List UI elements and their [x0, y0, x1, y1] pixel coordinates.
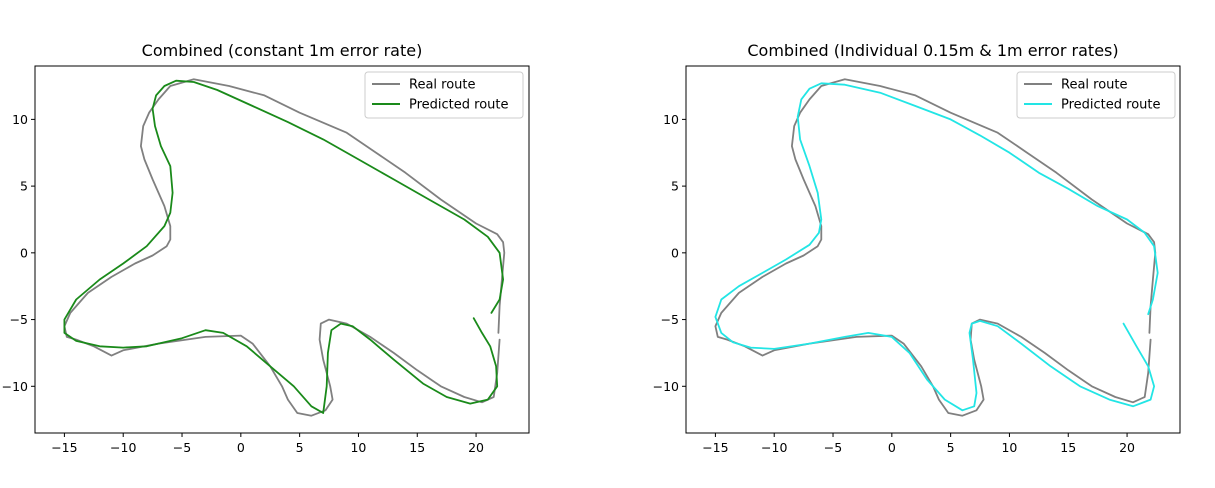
y-axis: −10 −5 0 5 10: [2, 112, 35, 394]
x-tick-label: 5: [947, 440, 955, 455]
x-tick-label: −15: [51, 440, 77, 455]
legend-box: [1016, 71, 1176, 119]
series-lines: [714, 78, 1159, 417]
y-tick-label: −10: [2, 379, 28, 394]
legend-label-real-route: Real route: [409, 78, 476, 93]
series-line-real-route: [63, 78, 506, 417]
y-tick-label: −5: [661, 312, 679, 327]
x-tick-label: 20: [468, 440, 484, 455]
series-line-predicted-route: [714, 82, 1159, 412]
y-tick-label: 0: [671, 245, 679, 260]
y-tick-label: 5: [20, 179, 28, 194]
x-tick-label: 5: [296, 440, 304, 455]
legend: Real route Predicted route: [364, 71, 524, 119]
x-tick-label: −15: [702, 440, 728, 455]
chart-title: Combined (constant 1m error rate): [142, 41, 423, 60]
series-line-real-route: [714, 78, 1157, 417]
x-tick-label: −5: [824, 440, 842, 455]
chart-title: Combined (Individual 0.15m & 1m error ra…: [747, 41, 1118, 60]
plot-frame: [685, 65, 1181, 434]
legend: Real route Predicted route: [1016, 71, 1176, 119]
x-tick-label: 10: [1001, 440, 1017, 455]
chart-right: Combined (Individual 0.15m & 1m error ra…: [653, 41, 1181, 455]
y-tick-label: 5: [671, 179, 679, 194]
series-lines: [63, 78, 506, 417]
x-axis: −15 −10 −5 0 5 10 15 20: [51, 433, 484, 455]
x-tick-label: 15: [1060, 440, 1076, 455]
x-tick-label: 15: [409, 440, 425, 455]
x-tick-label: −10: [110, 440, 136, 455]
legend-box: [364, 71, 524, 119]
legend-label-predicted-route: Predicted route: [1061, 98, 1161, 113]
x-tick-label: −5: [173, 440, 191, 455]
y-axis: −10 −5 0 5 10: [653, 112, 686, 394]
x-tick-label: 0: [888, 440, 896, 455]
series-line-predicted-route: [63, 79, 505, 414]
chart-left: Combined (constant 1m error rate) −15 −10…: [2, 41, 530, 455]
y-tick-label: 10: [663, 112, 679, 127]
legend-label-predicted-route: Predicted route: [409, 98, 509, 113]
x-tick-label: 10: [350, 440, 366, 455]
y-tick-label: 0: [20, 245, 28, 260]
x-tick-label: 0: [237, 440, 245, 455]
y-tick-label: −5: [10, 312, 28, 327]
x-tick-label: 20: [1119, 440, 1135, 455]
x-tick-label: −10: [761, 440, 787, 455]
y-tick-label: 10: [12, 112, 28, 127]
x-axis: −15 −10 −5 0 5 10 15 20: [702, 433, 1135, 455]
plot-frame: [34, 65, 530, 434]
legend-label-real-route: Real route: [1061, 78, 1128, 93]
y-tick-label: −10: [653, 379, 679, 394]
